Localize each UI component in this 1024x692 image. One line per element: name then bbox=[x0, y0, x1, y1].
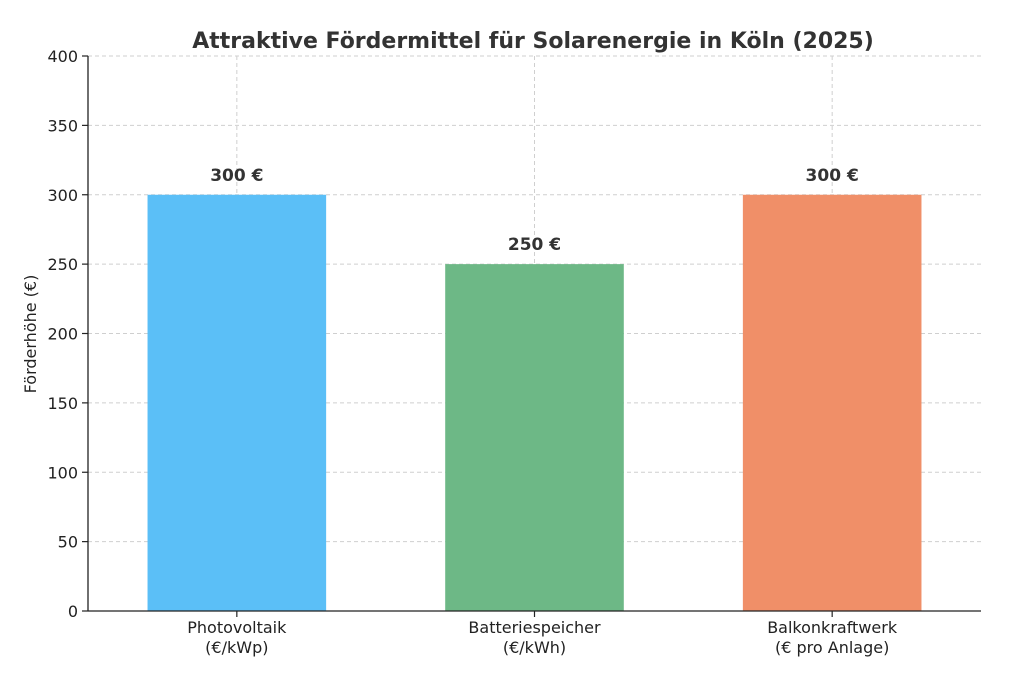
y-tick-label: 100 bbox=[47, 463, 78, 482]
y-tick-label: 400 bbox=[47, 47, 78, 66]
bars bbox=[147, 194, 922, 611]
bar bbox=[445, 264, 624, 611]
bar-value-label: 300 € bbox=[806, 166, 859, 186]
y-tick-label: 150 bbox=[47, 394, 78, 413]
data-labels: 300 € 250 € 300 € bbox=[210, 166, 859, 255]
y-tick-label: 0 bbox=[68, 602, 78, 621]
x-axis-ticks: Photovoltaik(€/kWp) Batteriespeicher(€/kW… bbox=[187, 611, 898, 657]
x-tick-label: (€/kWp) bbox=[205, 638, 268, 657]
x-tick-label: Batteriespeicher bbox=[468, 618, 601, 637]
y-tick-label: 250 bbox=[47, 255, 78, 274]
y-tick-label: 350 bbox=[47, 116, 78, 135]
bar-value-label: 300 € bbox=[210, 166, 263, 186]
x-tick-label: (€/kWh) bbox=[503, 638, 566, 657]
y-tick-label: 50 bbox=[58, 533, 78, 552]
x-tick-label: Photovoltaik bbox=[187, 618, 287, 637]
bar bbox=[147, 194, 327, 611]
bar bbox=[742, 194, 922, 611]
x-tick-label: (€ pro Anlage) bbox=[775, 638, 889, 657]
x-tick-label: Balkonkraftwerk bbox=[767, 618, 898, 637]
chart-title: Attraktive Fördermittel für Solarenergie… bbox=[192, 29, 874, 54]
y-tick-label: 200 bbox=[47, 325, 78, 344]
y-tick-label: 300 bbox=[47, 186, 78, 205]
y-axis-ticks: 0 50 100 150 200 250 300 350 400 bbox=[47, 47, 88, 621]
y-axis-label: Förderhöhe (€) bbox=[21, 275, 40, 394]
bar-value-label: 250 € bbox=[508, 235, 561, 255]
